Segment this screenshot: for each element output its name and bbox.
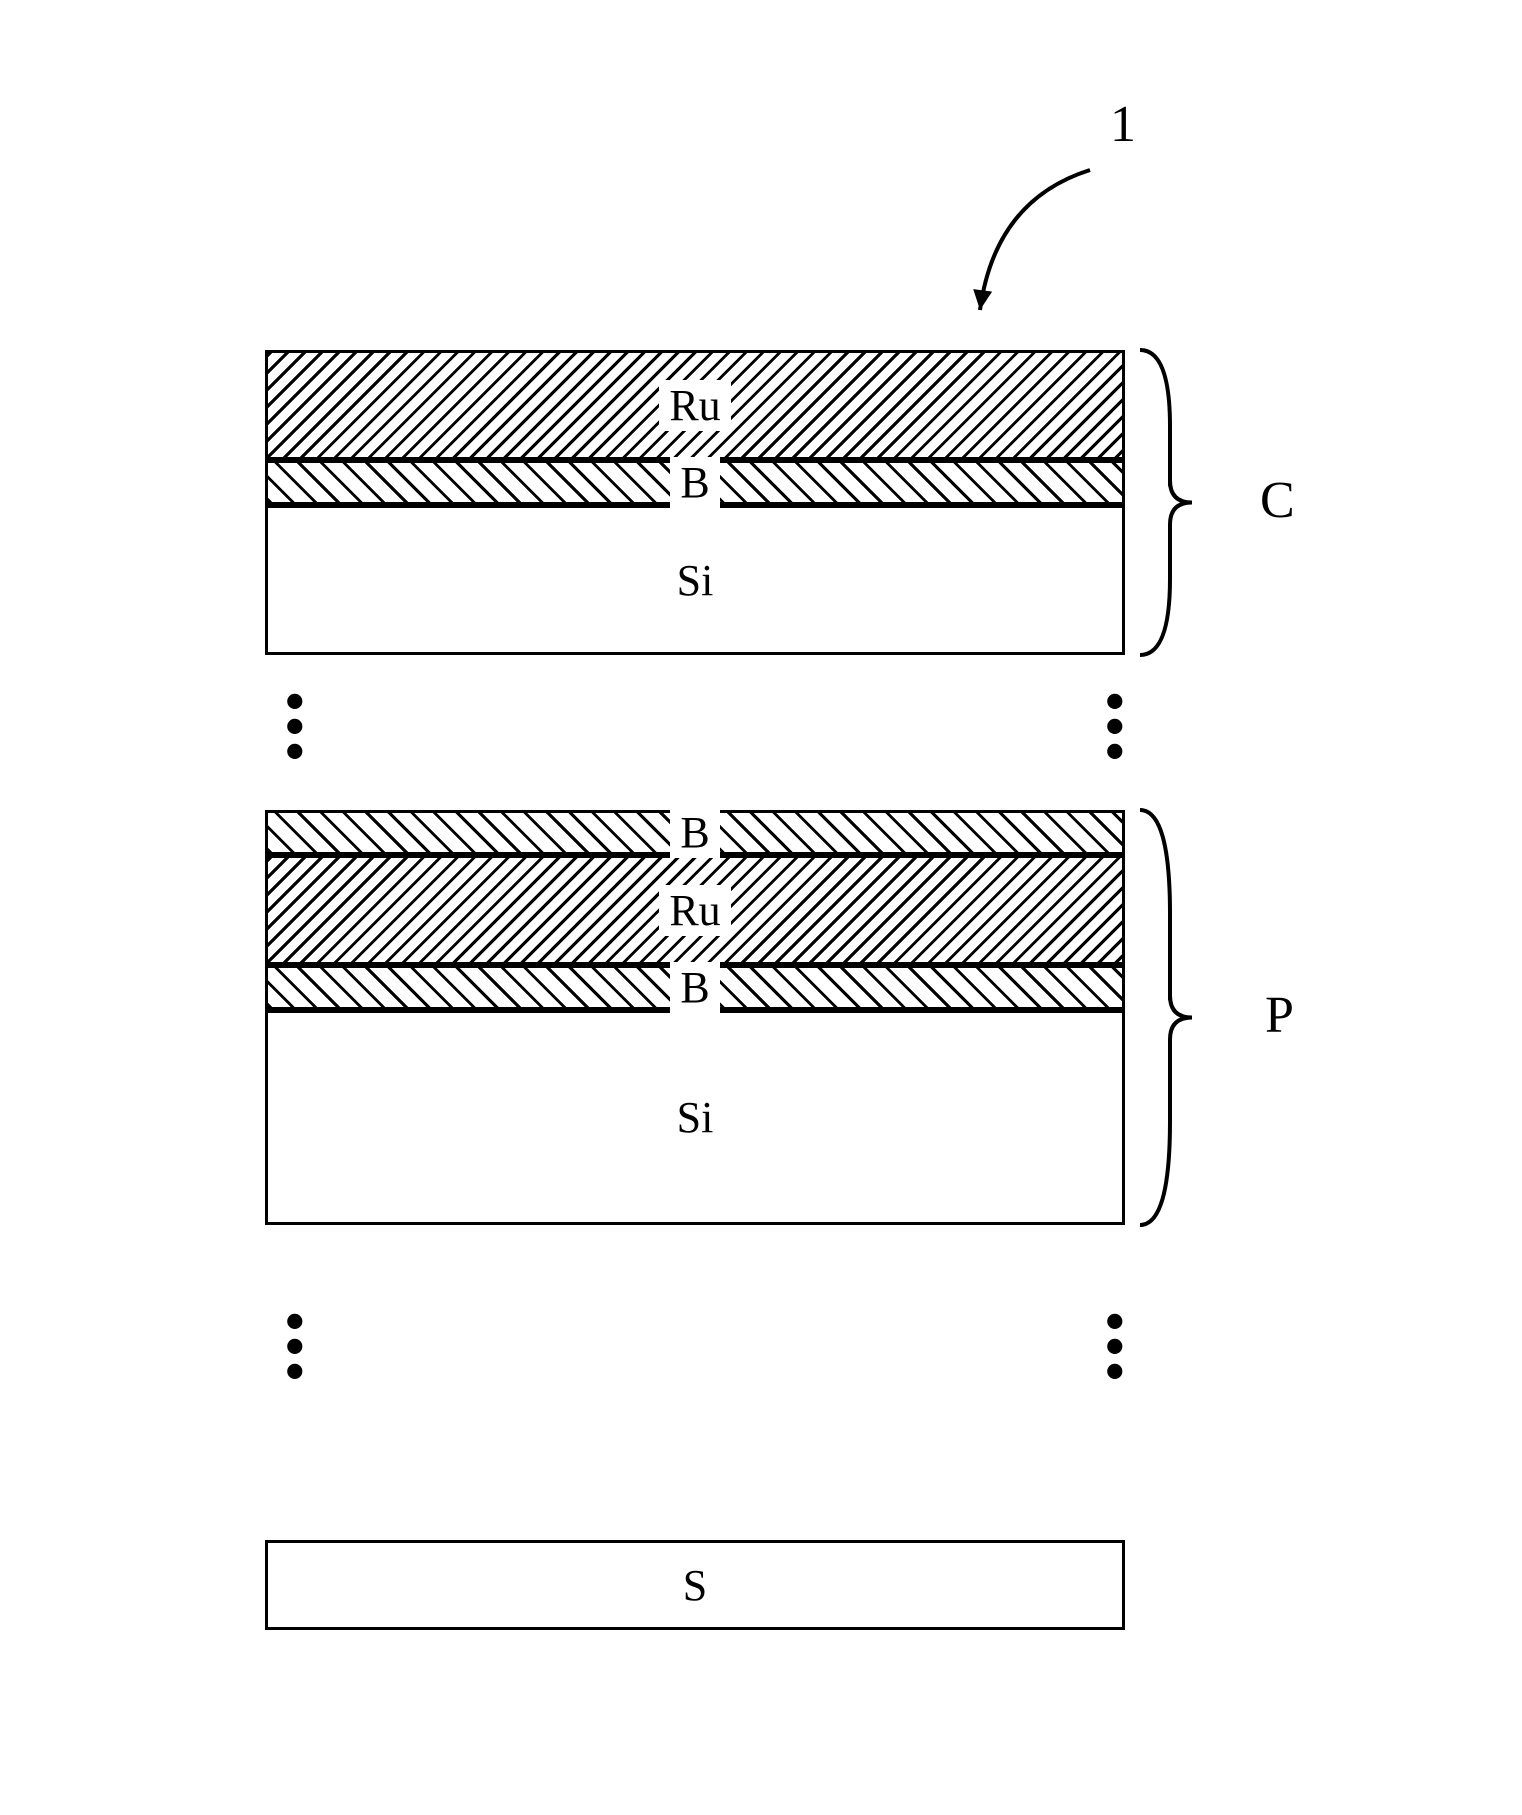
group-p-layer-ru-label: Ru (659, 885, 730, 936)
group-p-layer-b-label: B (670, 807, 719, 858)
group-p-layer-b: B (265, 965, 1125, 1010)
dots-1-0: ••• (285, 1310, 305, 1386)
substrate-layer: S (265, 1540, 1125, 1630)
group-c-layer-ru: Ru (265, 350, 1125, 460)
group-c-layer-b: B (265, 460, 1125, 505)
group-c-layer-si-label: Si (667, 555, 724, 606)
brace-p (1140, 810, 1192, 1225)
group-p-label: P (1265, 986, 1294, 1045)
figure-canvas: 1 Ru B Si B Ru B Si S ••• ••• ••• ••• C P (0, 0, 1522, 1815)
substrate-label: S (673, 1560, 717, 1611)
dots-0-1: ••• (1105, 690, 1125, 766)
dots-0-0: ••• (285, 690, 305, 766)
callout-arrow (0, 0, 1522, 400)
dots-1-1: ••• (1105, 1310, 1125, 1386)
group-c-label: C (1260, 471, 1295, 530)
group-p-layer-si-label: Si (667, 1092, 724, 1143)
callout-number-text: 1 (1110, 95, 1136, 154)
group-c-layer-si: Si (265, 505, 1125, 655)
group-p-layer-si: Si (265, 1010, 1125, 1225)
group-c-layer-b-label: B (670, 457, 719, 508)
group-c-layer-ru-label: Ru (659, 380, 730, 431)
group-p-layer-ru: Ru (265, 855, 1125, 965)
group-p-layer-b: B (265, 810, 1125, 855)
group-p-layer-b-label: B (670, 962, 719, 1013)
